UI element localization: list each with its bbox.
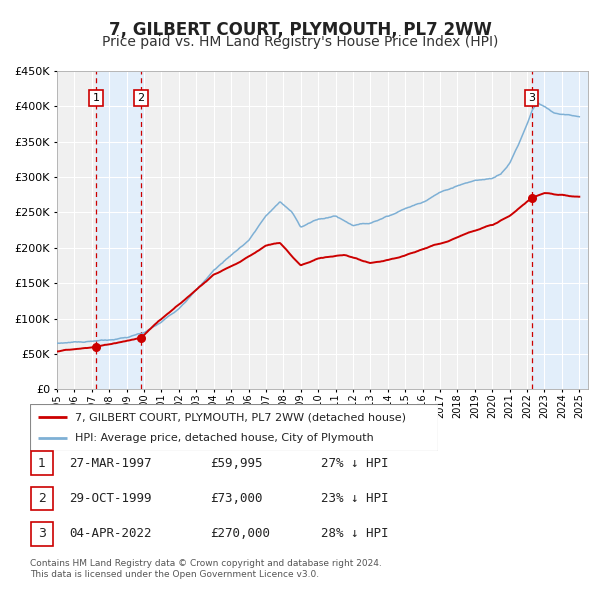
Text: 1: 1 (38, 457, 46, 470)
Text: 2: 2 (38, 492, 46, 505)
Text: 3: 3 (528, 93, 535, 103)
Text: Contains HM Land Registry data © Crown copyright and database right 2024.: Contains HM Land Registry data © Crown c… (30, 559, 382, 568)
Text: This data is licensed under the Open Government Licence v3.0.: This data is licensed under the Open Gov… (30, 571, 319, 579)
Text: 04-APR-2022: 04-APR-2022 (69, 527, 151, 540)
Bar (532, 71, 588, 389)
Text: £73,000: £73,000 (210, 492, 263, 505)
Text: 2: 2 (137, 93, 145, 103)
FancyBboxPatch shape (31, 451, 53, 475)
Text: 1: 1 (92, 93, 100, 103)
Text: 7, GILBERT COURT, PLYMOUTH, PL7 2WW (detached house): 7, GILBERT COURT, PLYMOUTH, PL7 2WW (det… (75, 412, 406, 422)
Text: HPI: Average price, detached house, City of Plymouth: HPI: Average price, detached house, City… (75, 433, 374, 443)
Text: Price paid vs. HM Land Registry's House Price Index (HPI): Price paid vs. HM Land Registry's House … (102, 35, 498, 50)
Bar (96, 71, 144, 389)
FancyBboxPatch shape (31, 522, 53, 546)
Text: 28% ↓ HPI: 28% ↓ HPI (321, 527, 389, 540)
Text: 3: 3 (38, 527, 46, 540)
Text: 7, GILBERT COURT, PLYMOUTH, PL7 2WW: 7, GILBERT COURT, PLYMOUTH, PL7 2WW (109, 21, 491, 39)
Text: 27% ↓ HPI: 27% ↓ HPI (321, 457, 389, 470)
Text: £59,995: £59,995 (210, 457, 263, 470)
Text: 29-OCT-1999: 29-OCT-1999 (69, 492, 151, 505)
Text: £270,000: £270,000 (210, 527, 270, 540)
Text: 27-MAR-1997: 27-MAR-1997 (69, 457, 151, 470)
Text: 23% ↓ HPI: 23% ↓ HPI (321, 492, 389, 505)
FancyBboxPatch shape (31, 487, 53, 510)
FancyBboxPatch shape (30, 404, 438, 451)
